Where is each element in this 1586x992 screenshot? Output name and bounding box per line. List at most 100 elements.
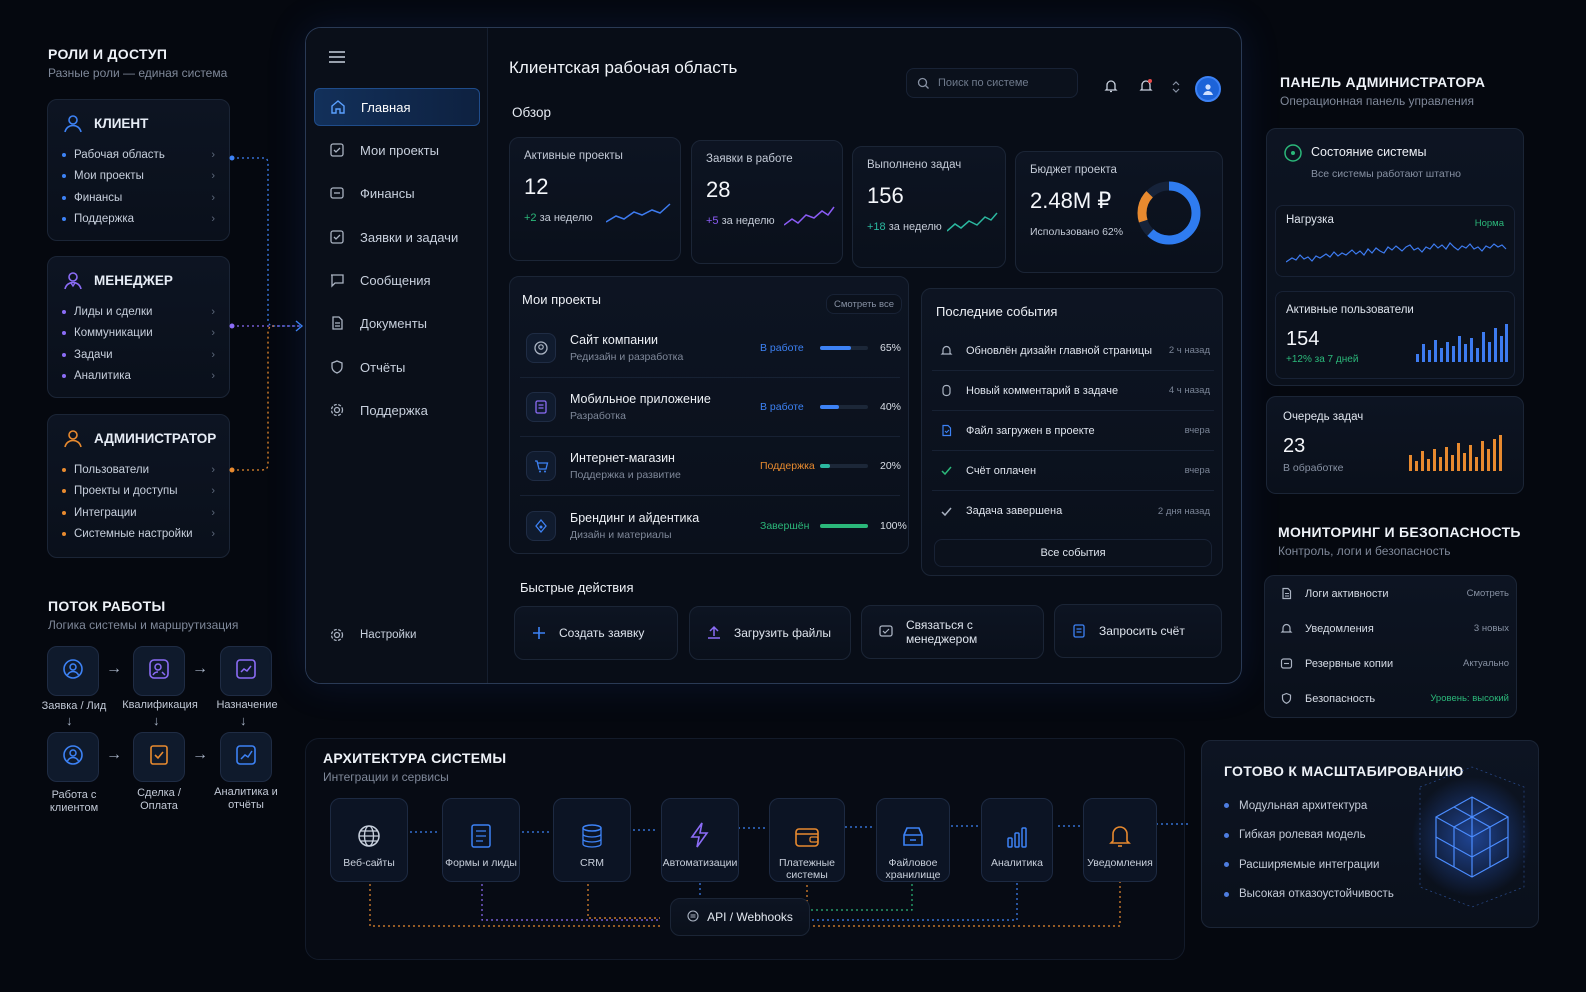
load-card[interactable]: Нагрузка Норма [1275,205,1515,277]
arrow-down-icon: ↓ [240,713,247,728]
sidebar-item-settings[interactable]: Настройки [314,616,480,654]
role-card-admin[interactable]: АДМИНИСТРАТОР Пользователи › Проекты и до… [47,414,230,558]
event-row[interactable]: Счёт оплачен вчера [932,451,1214,491]
arch-node-storage[interactable]: Файловое хранилище [876,798,950,882]
search-input[interactable]: Поиск по системе [906,68,1078,98]
role-item[interactable]: Поддержка › [62,209,215,231]
role-item[interactable]: Коммуникации › [62,323,215,345]
sidebar-item-reports[interactable]: Отчёты [314,348,480,386]
kpi-card-completed[interactable]: Выполнено задач 156 +18 за неделю [852,146,1006,268]
arch-node-crm[interactable]: CRM [553,798,631,882]
role-item[interactable]: Проекты и доступы › [62,481,215,503]
flow-step-client-work[interactable] [47,732,99,782]
chevron-right-icon: › [211,528,215,541]
kpi-card-active-projects[interactable]: Активные проекты 12 +2 за неделю [509,137,681,261]
scaling-panel: ГОТОВО К МАСШТАБИРОВАНИЮ Модульная архит… [1201,740,1539,928]
project-row[interactable]: Брендинг и айдентика Дизайн и материалы З… [520,496,907,555]
role-item[interactable]: Задачи › [62,344,215,366]
chevron-right-icon: › [211,463,215,476]
arch-node-analytics[interactable]: Аналитика [981,798,1053,882]
role-item[interactable]: Лиды и сделки › [62,301,215,323]
arch-node-payments[interactable]: Платежные системы [769,798,845,882]
roles-title: РОЛИ И ДОСТУП [48,46,168,62]
sidebar-item-finance[interactable]: Финансы [314,174,480,212]
tasks-icon [328,229,346,245]
menu-icon[interactable] [328,50,346,69]
view-all-projects-button[interactable]: Смотреть все [826,294,902,314]
flow-step-qualification[interactable] [133,646,185,696]
backup-icon [1277,657,1295,670]
overview-title: Обзор [512,105,551,120]
mobile-icon [526,392,556,422]
bell-icon [1084,799,1156,849]
lightning-icon [662,799,738,849]
monitoring-header: МОНИТОРИНГ И БЕЗОПАСНОСТЬ Контроль, логи… [1278,524,1521,558]
event-row[interactable]: Задача завершена 2 дня назад [932,491,1214,531]
admin-panel-subtitle: Операционная панель управления [1280,94,1474,108]
project-row[interactable]: Сайт компании Редизайн и разработка В раб… [520,319,901,378]
sidebar-item-tasks[interactable]: Заявки и задачи [314,218,480,256]
monitoring-row-notifications[interactable]: Уведомления 3 новых [1277,611,1509,646]
arrow-right-icon: → [106,746,122,763]
chevron-right-icon: › [211,485,215,498]
all-events-button[interactable]: Все события [934,539,1212,567]
status-badge: В работе [760,342,804,354]
bell-icon[interactable] [1103,78,1119,99]
sidebar-item-messages[interactable]: Сообщения [314,261,480,299]
contact-manager-button[interactable]: Связаться с менеджером [861,605,1044,659]
sparkline [784,206,835,226]
sidebar-item-home[interactable]: Главная [314,88,480,126]
request-invoice-button[interactable]: Запросить счёт [1054,604,1222,658]
active-users-card[interactable]: Активные пользователи 154 +12% за 7 дней [1275,291,1515,379]
monitoring-row-backups[interactable]: Резервные копии Актуально [1277,646,1509,681]
bar-chart-icon [982,799,1052,849]
sidebar-item-documents[interactable]: Документы [314,304,480,342]
monitoring-row-logs[interactable]: Логи активности Смотреть [1277,576,1509,611]
monitoring-row-security[interactable]: Безопасность Уровень: высокий [1277,681,1509,716]
kpi-card-requests[interactable]: Заявки в работе 28 +5 за неделю [691,140,843,264]
arch-node-notifications[interactable]: Уведомления [1083,798,1157,882]
queue-note: В обработке [1283,462,1344,474]
project-row[interactable]: Интернет-магазин Поддержка и развитие Под… [520,437,901,496]
status-ok-icon [1283,143,1303,168]
arch-node-automation[interactable]: Автоматизации [661,798,739,882]
event-row[interactable]: Новый комментарий в задаче 4 ч назад [932,371,1214,411]
role-item[interactable]: Пользователи › [62,459,215,481]
flow-step-lead[interactable] [47,646,99,696]
flow-step-assignment[interactable] [220,646,272,696]
projects-panel: Мои проекты Смотреть все Сайт компании Ре… [509,276,909,554]
arch-node-websites[interactable]: Веб-сайты [330,798,408,882]
chevron-updown-icon[interactable] [1172,80,1180,99]
role-item[interactable]: Финансы › [62,187,215,209]
arch-node-forms[interactable]: Формы и лиды [442,798,520,882]
settings-icon [328,627,346,643]
chevron-right-icon: › [211,506,215,519]
flow-step-analytics[interactable] [220,732,272,782]
role-item[interactable]: Интеграции › [62,502,215,524]
events-panel: Последние события Обновлён дизайн главно… [921,288,1223,576]
avatar[interactable] [1195,76,1221,102]
event-row[interactable]: Файл загружен в проекте вчера [932,411,1214,451]
api-webhooks-node[interactable]: API / Webhooks [670,898,810,936]
projects-icon [328,142,346,158]
arrow-right-icon: → [192,746,208,763]
arrow-right-icon: → [106,660,122,677]
project-row[interactable]: Мобильное приложение Разработка В работе … [520,378,901,437]
queue-value: 23 [1283,435,1306,457]
role-item[interactable]: Системные настройки › [62,524,215,546]
manager-icon [62,269,84,291]
sidebar-item-projects[interactable]: Мои проекты [314,131,480,169]
upload-files-button[interactable]: Загрузить файлы [689,606,851,660]
task-queue-card[interactable]: Очередь задач 23 В обработке [1266,396,1524,494]
event-row[interactable]: Обновлён дизайн главной страницы 2 ч наза… [932,331,1214,371]
role-item[interactable]: Рабочая область › [62,144,215,166]
flow-step-deal[interactable] [133,732,185,782]
role-card-client[interactable]: КЛИЕНТ Рабочая область › Мои проекты › Фин… [47,99,230,241]
notification-icon[interactable] [1138,78,1154,99]
role-item[interactable]: Мои проекты › [62,166,215,188]
kpi-card-budget[interactable]: Бюджет проекта 2.48M ₽ Использовано 62% [1015,151,1223,273]
role-item[interactable]: Аналитика › [62,366,215,388]
sidebar-item-support[interactable]: Поддержка [314,391,480,429]
role-card-manager[interactable]: МЕНЕДЖЕР Лиды и сделки › Коммуникации › За… [47,256,230,398]
create-request-button[interactable]: Создать заявку [514,606,678,660]
